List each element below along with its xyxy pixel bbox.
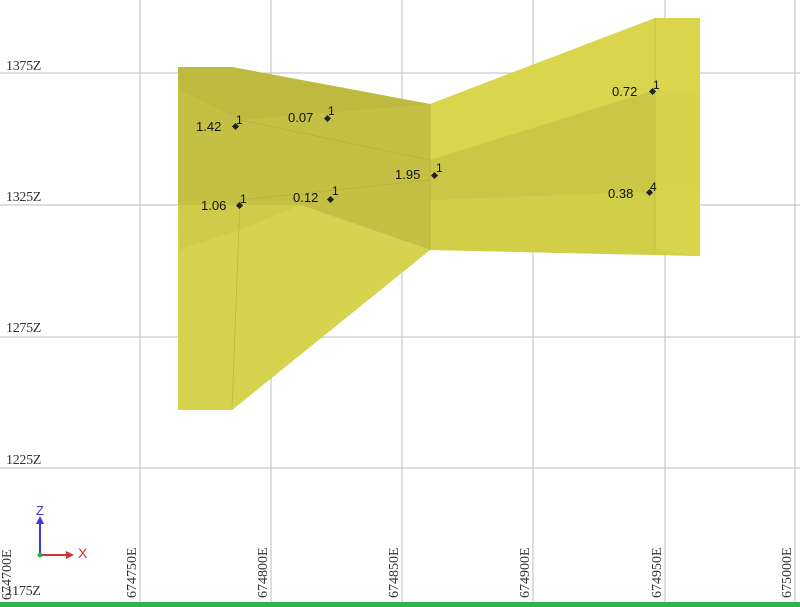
z-label-1225: 1225Z	[6, 453, 42, 468]
sample-markers[interactable]	[231, 87, 657, 210]
ore-solid[interactable]	[178, 18, 700, 411]
sample-label: 0.12	[293, 190, 319, 205]
sample-label: 0.38	[608, 186, 634, 201]
sample-label: 1.95	[395, 167, 421, 182]
e-label-674750: 674750E	[125, 547, 140, 598]
sample-label: 0.07	[288, 110, 314, 125]
axis-origin	[37, 552, 43, 558]
e-label-674700: 674700E	[0, 549, 15, 600]
sample-label: 1.06	[201, 198, 227, 213]
sample-tag: 4	[650, 180, 657, 194]
sample-tag: 1	[240, 192, 247, 206]
sample-tag: 1	[332, 184, 339, 198]
x-axis-label: X	[78, 545, 88, 561]
e-label-674850: 674850E	[387, 547, 402, 598]
sample-tag: 1	[436, 161, 443, 175]
sample-marker[interactable]	[323, 114, 332, 123]
e-label-674950: 674950E	[650, 547, 665, 598]
sample-label: 0.72	[612, 84, 638, 99]
sample-label: 1.42	[196, 119, 222, 134]
sample-marker[interactable]	[326, 195, 335, 204]
e-label-674800: 674800E	[256, 547, 271, 598]
sample-marker[interactable]	[648, 87, 657, 96]
z-label-1175: 1175Z	[6, 584, 41, 599]
sample-tag: 1	[653, 78, 660, 92]
z-label-1375: 1375Z	[6, 59, 42, 74]
sample-tag: 1	[236, 113, 243, 127]
z-axis-arrow	[36, 516, 44, 524]
sample-marker[interactable]	[645, 188, 654, 197]
e-label-674900: 674900E	[518, 547, 533, 598]
e-label-675000: 675000E	[780, 547, 795, 598]
z-label-1325: 1325Z	[6, 190, 42, 205]
status-accent-bar	[0, 602, 800, 607]
z-label-1275: 1275Z	[6, 321, 42, 336]
x-axis-arrow	[66, 551, 74, 559]
axis-triad	[36, 516, 74, 559]
sample-marker[interactable]	[430, 171, 439, 180]
sample-tag: 1	[328, 104, 335, 118]
z-axis-label: Z	[36, 503, 44, 518]
sample-marker[interactable]	[235, 201, 244, 210]
sample-marker[interactable]	[231, 122, 240, 131]
